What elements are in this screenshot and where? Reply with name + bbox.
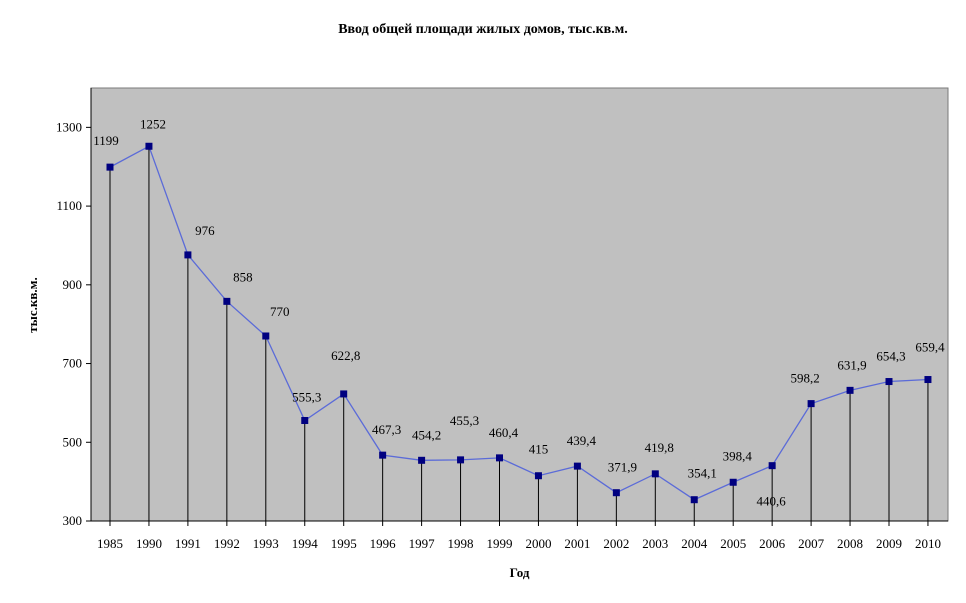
data-label: 460,4 (489, 425, 519, 440)
x-axis-title: Год (510, 565, 530, 580)
x-tick-label: 2008 (837, 536, 863, 551)
data-label: 770 (270, 304, 290, 319)
data-point-marker (301, 417, 309, 425)
x-tick-label: 1992 (214, 536, 240, 551)
x-tick-label: 1993 (253, 536, 279, 551)
x-tick-label: 2007 (798, 536, 825, 551)
data-label: 555,3 (292, 390, 321, 405)
data-label: 976 (195, 223, 215, 238)
data-point-marker (690, 496, 698, 504)
y-tick-label: 500 (63, 434, 83, 449)
x-tick-label: 1998 (448, 536, 474, 551)
data-point-marker (418, 456, 426, 464)
x-tick-label: 1999 (487, 536, 513, 551)
chart-title: Ввод общей площади жилых домов, тыс.кв.м… (338, 22, 628, 37)
x-tick-label: 1994 (292, 536, 319, 551)
x-tick-label: 1990 (136, 536, 162, 551)
data-label: 631,9 (837, 357, 866, 372)
data-label: 622,8 (331, 348, 360, 363)
x-tick-label: 1996 (370, 536, 397, 551)
data-label: 858 (233, 269, 253, 284)
x-tick-label: 2003 (642, 536, 668, 551)
y-tick-label: 1300 (56, 119, 82, 134)
x-tick-label: 2000 (525, 536, 551, 551)
data-point-marker (807, 400, 815, 408)
data-point-marker (145, 142, 153, 150)
x-tick-label: 1991 (175, 536, 201, 551)
data-label: 398,4 (723, 448, 753, 463)
data-label: 440,6 (757, 494, 787, 509)
y-tick-label: 1100 (56, 198, 82, 213)
data-point-marker (846, 386, 854, 394)
x-tick-label: 1985 (97, 536, 123, 551)
data-label: 455,3 (450, 413, 479, 428)
data-label: 1252 (140, 116, 166, 131)
data-point-marker (573, 462, 581, 470)
data-label: 467,3 (372, 422, 401, 437)
data-point-marker (496, 454, 503, 462)
data-label: 415 (529, 442, 549, 457)
data-point-marker (729, 478, 737, 486)
y-tick-label: 900 (63, 277, 83, 292)
data-point-marker (184, 251, 192, 259)
data-point-marker (885, 378, 893, 386)
data-point-marker (223, 297, 231, 305)
y-axis-ticks: 300 500 700 900 1100 1300 (56, 119, 91, 528)
data-labels: 1199 1252 976 858 770 555,3 622,8 467,3 454,2 455… (93, 116, 945, 508)
x-tick-label: 2001 (564, 536, 590, 551)
data-point-marker (651, 470, 659, 478)
data-point-marker (924, 376, 932, 384)
data-point-marker (612, 489, 620, 497)
x-tick-label: 1997 (409, 536, 436, 551)
data-label: 659,4 (915, 340, 945, 355)
data-label: 1199 (93, 133, 119, 148)
data-point-marker (340, 390, 348, 398)
data-point-marker (457, 456, 465, 464)
data-label: 354,1 (688, 466, 717, 481)
x-tick-label: 1995 (331, 536, 357, 551)
x-tick-label: 2005 (720, 536, 746, 551)
markers (106, 142, 932, 504)
x-tick-label: 2002 (603, 536, 629, 551)
data-label: 371,9 (608, 460, 637, 475)
data-label: 439,4 (567, 433, 597, 448)
x-axis-ticks: 1985 1990 1991 1992 1993 1994 1995 1996 1997 1998… (97, 521, 941, 551)
y-tick-label: 700 (63, 356, 83, 371)
x-tick-label: 2004 (681, 536, 708, 551)
data-label: 419,8 (645, 440, 674, 455)
drop-lines (109, 146, 929, 521)
data-point-marker (262, 332, 270, 340)
data-label: 454,2 (412, 427, 441, 442)
data-point-marker (768, 462, 776, 470)
y-axis-title: тыс.кв.м. (25, 277, 40, 332)
data-point-marker (379, 451, 387, 459)
data-point-marker (106, 163, 114, 171)
data-point-marker (534, 472, 542, 480)
series-line (109, 145, 928, 501)
y-tick-label: 300 (63, 513, 83, 528)
x-tick-label: 2006 (759, 536, 786, 551)
data-label: 654,3 (876, 349, 905, 364)
x-tick-label: 2010 (915, 536, 941, 551)
plot-area (90, 87, 949, 522)
x-tick-label: 2009 (876, 536, 902, 551)
data-label: 598,2 (790, 371, 819, 386)
